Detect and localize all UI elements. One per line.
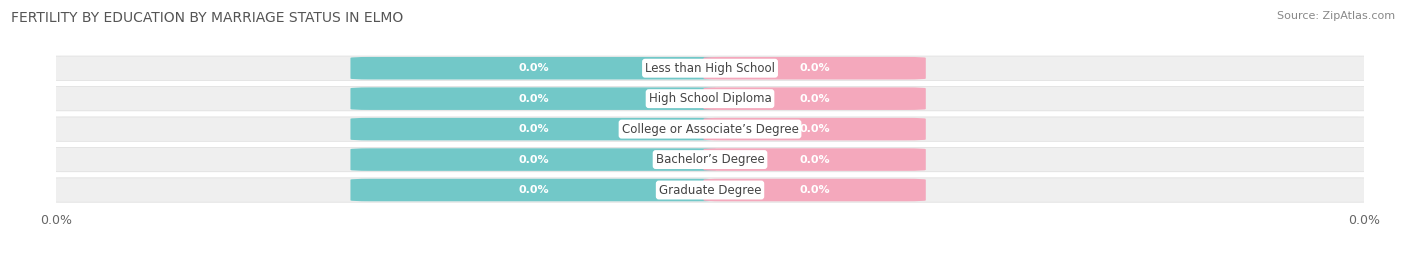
Text: 0.0%: 0.0% (519, 94, 548, 104)
FancyBboxPatch shape (703, 179, 925, 201)
Text: Graduate Degree: Graduate Degree (659, 183, 761, 197)
FancyBboxPatch shape (350, 118, 717, 140)
FancyBboxPatch shape (37, 117, 1384, 141)
FancyBboxPatch shape (350, 57, 717, 79)
Text: High School Diploma: High School Diploma (648, 92, 772, 105)
Legend: Married, Unmarried: Married, Unmarried (619, 264, 801, 269)
Text: 0.0%: 0.0% (800, 155, 830, 165)
Text: 0.0%: 0.0% (519, 63, 548, 73)
FancyBboxPatch shape (703, 118, 925, 140)
Text: 0.0%: 0.0% (519, 185, 548, 195)
Text: 0.0%: 0.0% (519, 155, 548, 165)
Text: 0.0%: 0.0% (800, 63, 830, 73)
Text: FERTILITY BY EDUCATION BY MARRIAGE STATUS IN ELMO: FERTILITY BY EDUCATION BY MARRIAGE STATU… (11, 11, 404, 25)
Text: Bachelor’s Degree: Bachelor’s Degree (655, 153, 765, 166)
Text: 0.0%: 0.0% (800, 185, 830, 195)
Text: Less than High School: Less than High School (645, 62, 775, 75)
FancyBboxPatch shape (350, 179, 717, 201)
FancyBboxPatch shape (37, 178, 1384, 202)
Text: 0.0%: 0.0% (800, 94, 830, 104)
Text: College or Associate’s Degree: College or Associate’s Degree (621, 123, 799, 136)
FancyBboxPatch shape (37, 87, 1384, 111)
FancyBboxPatch shape (350, 87, 717, 110)
FancyBboxPatch shape (703, 57, 925, 79)
Text: 0.0%: 0.0% (800, 124, 830, 134)
FancyBboxPatch shape (703, 148, 925, 171)
FancyBboxPatch shape (37, 56, 1384, 80)
FancyBboxPatch shape (703, 87, 925, 110)
Text: Source: ZipAtlas.com: Source: ZipAtlas.com (1277, 11, 1395, 21)
FancyBboxPatch shape (350, 148, 717, 171)
FancyBboxPatch shape (37, 147, 1384, 172)
Text: 0.0%: 0.0% (519, 124, 548, 134)
